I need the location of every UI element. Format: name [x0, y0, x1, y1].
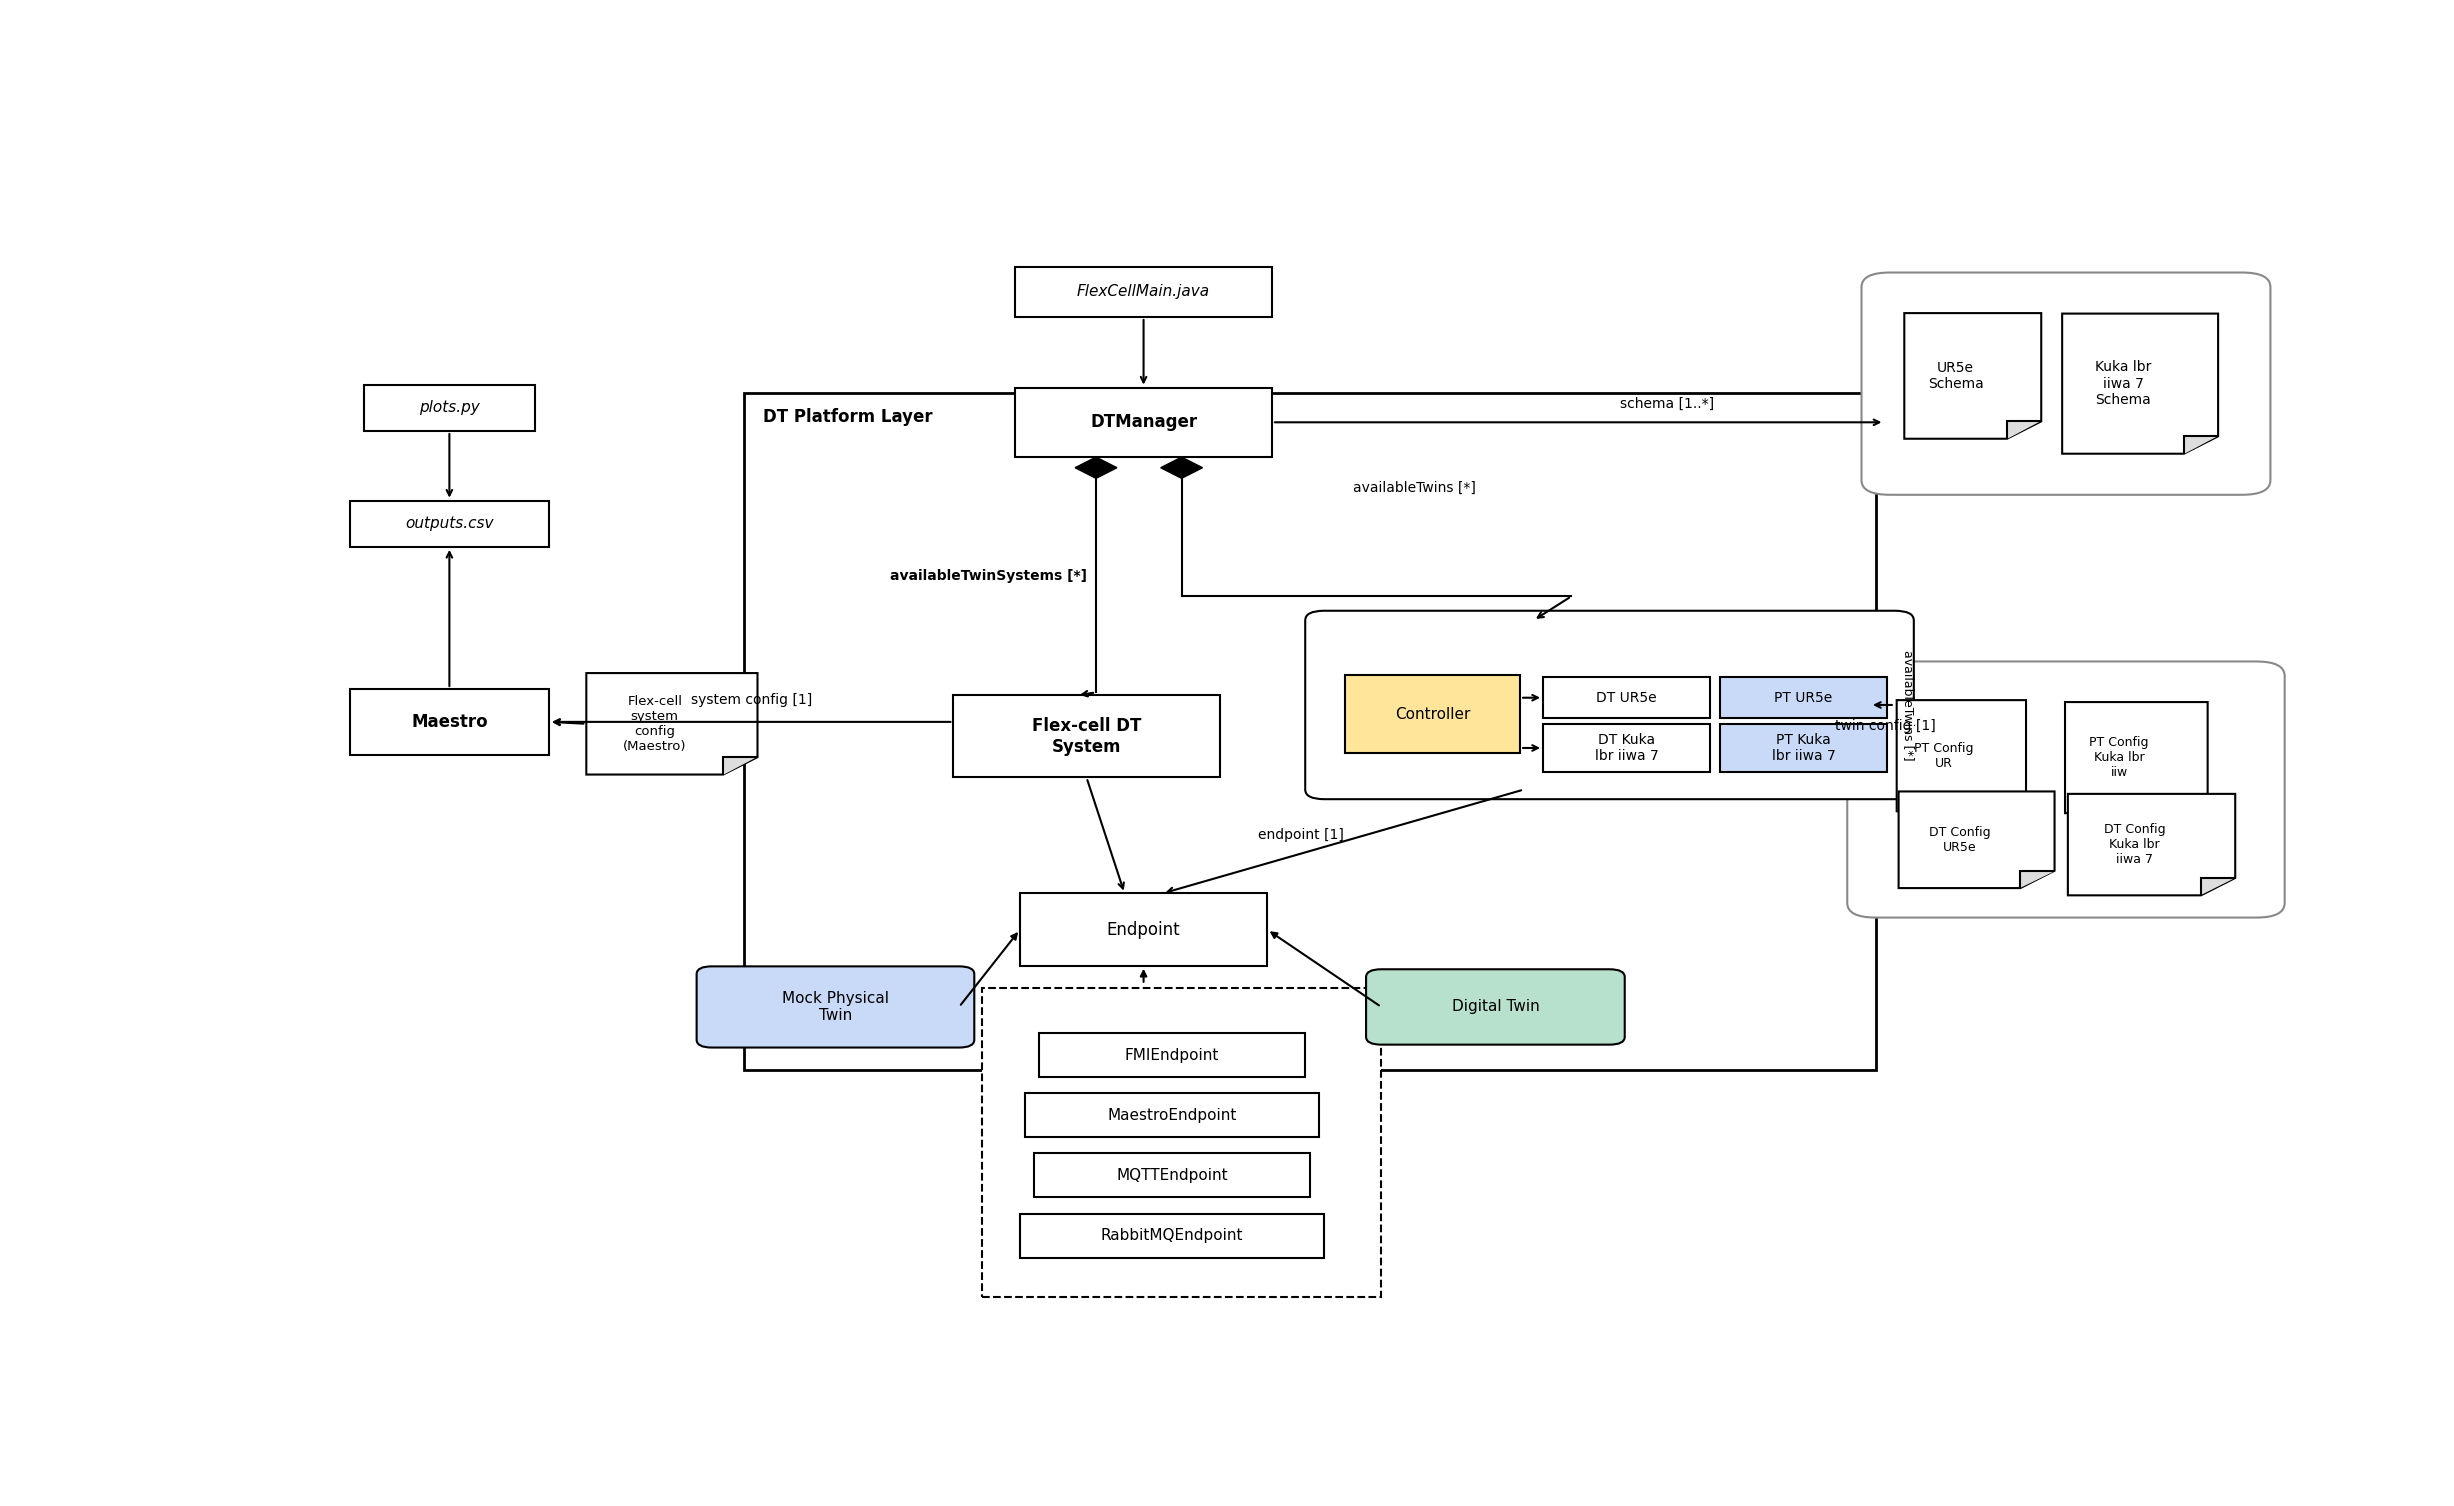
Bar — [1016, 387, 1271, 458]
Polygon shape — [1899, 792, 2054, 889]
Polygon shape — [2184, 437, 2218, 453]
Polygon shape — [2201, 878, 2236, 896]
FancyBboxPatch shape — [1306, 611, 1914, 800]
Text: PT UR5e: PT UR5e — [1774, 691, 1833, 705]
Text: FlexCellMain.java: FlexCellMain.java — [1077, 285, 1210, 300]
Text: outputs.csv: outputs.csv — [405, 517, 493, 532]
Text: Kuka lbr
iiwa 7
Schema: Kuka lbr iiwa 7 Schema — [2096, 360, 2152, 407]
Bar — [952, 696, 1220, 777]
Bar — [1544, 676, 1710, 718]
Polygon shape — [724, 758, 758, 774]
Text: PT Config
Kuka lbr
iiw: PT Config Kuka lbr iiw — [2088, 736, 2150, 779]
Bar — [1026, 1093, 1320, 1137]
Bar — [348, 690, 550, 755]
Bar — [1016, 267, 1271, 316]
Text: FMIEndpoint: FMIEndpoint — [1124, 1048, 1220, 1063]
Polygon shape — [2069, 794, 2236, 896]
Polygon shape — [1904, 313, 2042, 438]
FancyBboxPatch shape — [1863, 273, 2270, 495]
Polygon shape — [2064, 702, 2209, 813]
Text: schema [1..*]: schema [1..*] — [1620, 396, 1713, 411]
Text: DT Config
UR5e: DT Config UR5e — [1929, 825, 1990, 854]
Text: Controller: Controller — [1394, 706, 1470, 721]
Text: endpoint [1]: endpoint [1] — [1256, 828, 1342, 842]
Text: Digital Twin: Digital Twin — [1450, 1000, 1539, 1015]
Text: PT Config
UR: PT Config UR — [1914, 741, 1973, 770]
Text: MQTTEndpoint: MQTTEndpoint — [1117, 1167, 1227, 1182]
Text: UR5e
Schema: UR5e Schema — [1929, 361, 1983, 392]
Text: MaestroEndpoint: MaestroEndpoint — [1107, 1108, 1237, 1122]
Polygon shape — [2020, 870, 2054, 889]
Text: availableTwinSystems [*]: availableTwinSystems [*] — [888, 569, 1087, 583]
Bar — [1021, 1214, 1325, 1258]
FancyBboxPatch shape — [1848, 661, 2285, 917]
Text: PT Kuka
lbr iiwa 7: PT Kuka lbr iiwa 7 — [1772, 733, 1836, 764]
Bar — [1345, 676, 1519, 753]
Polygon shape — [587, 673, 758, 774]
Bar — [363, 384, 535, 431]
Text: Flex-cell
system
config
(Maestro): Flex-cell system config (Maestro) — [623, 694, 687, 753]
Text: system config [1]: system config [1] — [690, 693, 812, 708]
Bar — [348, 500, 550, 547]
FancyBboxPatch shape — [1367, 970, 1625, 1045]
Text: availableTwins [*]: availableTwins [*] — [1902, 649, 1917, 761]
Polygon shape — [2061, 313, 2218, 453]
Text: plots.py: plots.py — [420, 401, 481, 416]
Bar — [1033, 1154, 1310, 1197]
Text: Maestro: Maestro — [412, 712, 488, 730]
Bar — [744, 393, 1875, 1069]
Polygon shape — [1993, 794, 2027, 812]
Text: DT UR5e: DT UR5e — [1595, 691, 1656, 705]
Bar — [1720, 724, 1887, 773]
Polygon shape — [2174, 795, 2209, 813]
FancyBboxPatch shape — [697, 967, 974, 1048]
Polygon shape — [1161, 458, 1202, 479]
Bar — [1544, 724, 1710, 773]
Text: DT Kuka
lbr iiwa 7: DT Kuka lbr iiwa 7 — [1595, 733, 1659, 764]
Bar — [982, 988, 1382, 1297]
Bar — [1720, 676, 1887, 718]
Polygon shape — [2007, 422, 2042, 438]
Bar — [1038, 1033, 1306, 1077]
Text: availableTwins [*]: availableTwins [*] — [1352, 482, 1475, 495]
Text: twin config [1]: twin config [1] — [1836, 720, 1936, 733]
Bar — [1021, 893, 1266, 965]
Text: Endpoint: Endpoint — [1107, 920, 1180, 938]
Polygon shape — [1897, 700, 2027, 812]
Text: DT Platform Layer: DT Platform Layer — [763, 408, 933, 426]
Text: Mock Physical
Twin: Mock Physical Twin — [783, 991, 888, 1023]
Text: DT Config
Kuka lbr
iiwa 7: DT Config Kuka lbr iiwa 7 — [2103, 824, 2164, 866]
Text: DTManager: DTManager — [1090, 413, 1198, 431]
Text: Flex-cell DT
System: Flex-cell DT System — [1031, 717, 1141, 756]
Polygon shape — [1075, 458, 1117, 479]
Text: RabbitMQEndpoint: RabbitMQEndpoint — [1102, 1229, 1244, 1244]
